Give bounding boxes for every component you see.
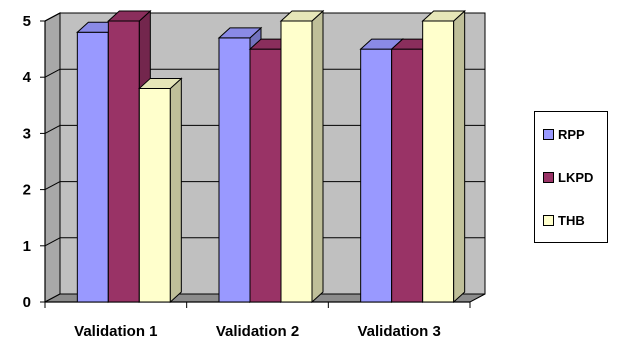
bar-top-lkpd-1 bbox=[107, 10, 152, 22]
bar-thb-1 bbox=[138, 87, 171, 303]
y-tick-label: 0 bbox=[23, 294, 31, 311]
gridline-side bbox=[44, 124, 61, 134]
bar-top-thb-1 bbox=[138, 77, 183, 89]
y-tick-label: 3 bbox=[23, 125, 31, 142]
bar-lkpd-3 bbox=[391, 48, 424, 303]
legend-item-thb: THB bbox=[543, 212, 585, 228]
bar-top-thb-2 bbox=[279, 10, 325, 22]
legend-item-rpp: RPP bbox=[543, 126, 585, 142]
y-tick-label: 1 bbox=[23, 238, 31, 255]
plot-side-wall bbox=[44, 12, 61, 303]
legend-label-thb: THB bbox=[558, 212, 585, 228]
gridline-side bbox=[44, 181, 61, 191]
legend-swatch-lkpd bbox=[543, 171, 554, 183]
bar-thb-3 bbox=[422, 20, 455, 303]
bar-top-rpp-2 bbox=[217, 27, 263, 39]
bar-lkpd-2 bbox=[249, 48, 282, 303]
bar-rpp-2 bbox=[218, 37, 251, 303]
y-tick-label: 5 bbox=[23, 13, 31, 30]
bar-top-thb-3 bbox=[421, 10, 466, 22]
bar-thb-2 bbox=[280, 20, 313, 303]
legend-label-rpp: RPP bbox=[558, 126, 585, 142]
legend-swatch-thb bbox=[543, 214, 554, 226]
legend-item-lkpd: LKPD bbox=[543, 169, 593, 185]
x-tick-label: Validation 3 bbox=[357, 323, 440, 340]
legend-label-lkpd: LKPD bbox=[558, 169, 594, 185]
bar-rpp-3 bbox=[360, 48, 393, 303]
bar-side-thb-1 bbox=[169, 77, 182, 304]
bar-side-thb-3 bbox=[453, 9, 466, 304]
legend: RPP LKPD THB bbox=[534, 111, 608, 243]
gridline-side bbox=[44, 12, 61, 22]
y-tick-label: 4 bbox=[23, 69, 32, 86]
gridline-side bbox=[44, 68, 61, 78]
x-tick-label: Validation 1 bbox=[74, 323, 157, 340]
gridline-side bbox=[44, 237, 61, 247]
legend-swatch-rpp bbox=[543, 128, 554, 140]
bar-side-thb-2 bbox=[311, 9, 324, 304]
x-tick-label: Validation 2 bbox=[216, 323, 299, 340]
bar-rpp-1 bbox=[76, 31, 109, 303]
bar-lkpd-1 bbox=[107, 20, 140, 303]
y-tick-label: 2 bbox=[23, 182, 31, 199]
